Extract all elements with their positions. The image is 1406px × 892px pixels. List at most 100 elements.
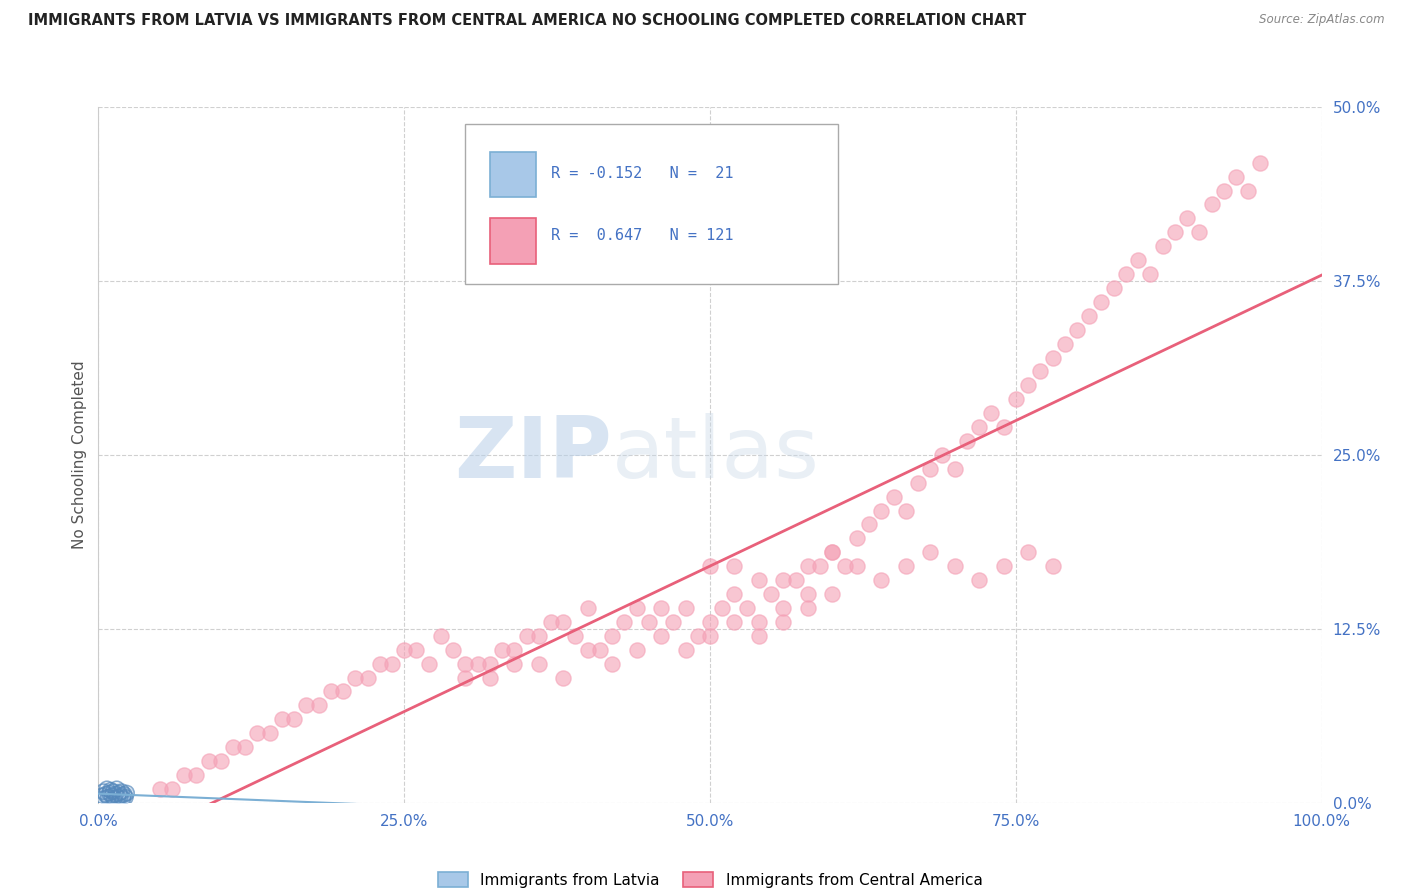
Point — [149, 781, 172, 796]
Point — [894, 503, 917, 517]
Point — [104, 788, 127, 802]
Point — [1237, 184, 1260, 198]
Point — [808, 559, 831, 574]
Point — [233, 740, 256, 755]
Point — [772, 601, 794, 615]
Point — [1164, 225, 1187, 239]
Point — [405, 642, 427, 657]
Point — [503, 657, 526, 671]
Point — [111, 791, 134, 805]
Point — [748, 615, 770, 629]
Point — [943, 462, 966, 476]
Point — [845, 559, 868, 574]
Point — [637, 615, 661, 629]
Point — [723, 615, 745, 629]
Point — [1053, 336, 1076, 351]
Point — [94, 788, 117, 802]
Point — [392, 642, 416, 657]
Point — [1042, 559, 1064, 574]
Point — [1102, 281, 1125, 295]
Point — [699, 629, 721, 643]
Point — [1128, 253, 1150, 268]
Point — [1078, 309, 1101, 323]
Point — [173, 768, 195, 782]
Point — [114, 790, 136, 805]
Point — [686, 629, 709, 643]
Point — [107, 790, 129, 805]
Point — [101, 789, 124, 803]
Point — [96, 781, 118, 796]
Point — [491, 642, 513, 657]
Point — [103, 791, 125, 805]
Point — [344, 671, 367, 685]
Point — [1249, 155, 1271, 169]
Point — [515, 629, 537, 643]
Point — [101, 785, 124, 799]
Point — [576, 642, 599, 657]
Point — [114, 790, 136, 805]
Point — [430, 629, 453, 643]
Point — [503, 642, 526, 657]
Point — [626, 642, 648, 657]
Point — [650, 601, 672, 615]
Point — [270, 712, 294, 726]
Point — [93, 791, 115, 805]
Point — [993, 559, 1015, 574]
Point — [1175, 211, 1198, 226]
Point — [93, 791, 115, 805]
Point — [186, 768, 208, 782]
Point — [97, 790, 120, 805]
Point — [295, 698, 318, 713]
Bar — [489, 219, 536, 264]
Point — [197, 754, 219, 768]
Point — [662, 615, 685, 629]
Point — [332, 684, 354, 698]
Point — [883, 490, 905, 504]
FancyBboxPatch shape — [465, 124, 838, 285]
Point — [1115, 267, 1137, 281]
Point — [797, 587, 820, 601]
Point — [1029, 364, 1052, 378]
Point — [920, 462, 942, 476]
Point — [454, 671, 477, 685]
Point — [1225, 169, 1247, 184]
Point — [91, 785, 114, 799]
Point — [699, 615, 721, 629]
Point — [259, 726, 281, 740]
Point — [956, 434, 979, 448]
Point — [920, 545, 942, 559]
Point — [467, 657, 489, 671]
Point — [308, 698, 330, 713]
Point — [821, 587, 844, 601]
Point — [650, 629, 672, 643]
Point — [100, 783, 122, 797]
Point — [283, 712, 305, 726]
Point — [112, 788, 135, 802]
Point — [209, 754, 232, 768]
Point — [1017, 545, 1039, 559]
Point — [540, 615, 562, 629]
Point — [101, 789, 124, 803]
Point — [454, 657, 477, 671]
Point — [527, 657, 550, 671]
Point — [368, 657, 391, 671]
Point — [711, 601, 734, 615]
Point — [845, 532, 868, 546]
Point — [1090, 294, 1112, 309]
Point — [564, 629, 586, 643]
Point — [1139, 267, 1161, 281]
Point — [100, 783, 122, 797]
Point — [115, 786, 138, 800]
Point — [112, 788, 135, 802]
Text: IMMIGRANTS FROM LATVIA VS IMMIGRANTS FROM CENTRAL AMERICA NO SCHOOLING COMPLETED: IMMIGRANTS FROM LATVIA VS IMMIGRANTS FRO… — [28, 13, 1026, 29]
Point — [894, 559, 917, 574]
Point — [527, 629, 550, 643]
Point — [761, 587, 783, 601]
Point — [748, 629, 770, 643]
Point — [589, 642, 612, 657]
Point — [907, 475, 929, 490]
Point — [108, 786, 131, 800]
Point — [821, 545, 844, 559]
Point — [699, 559, 721, 574]
Point — [785, 573, 807, 587]
